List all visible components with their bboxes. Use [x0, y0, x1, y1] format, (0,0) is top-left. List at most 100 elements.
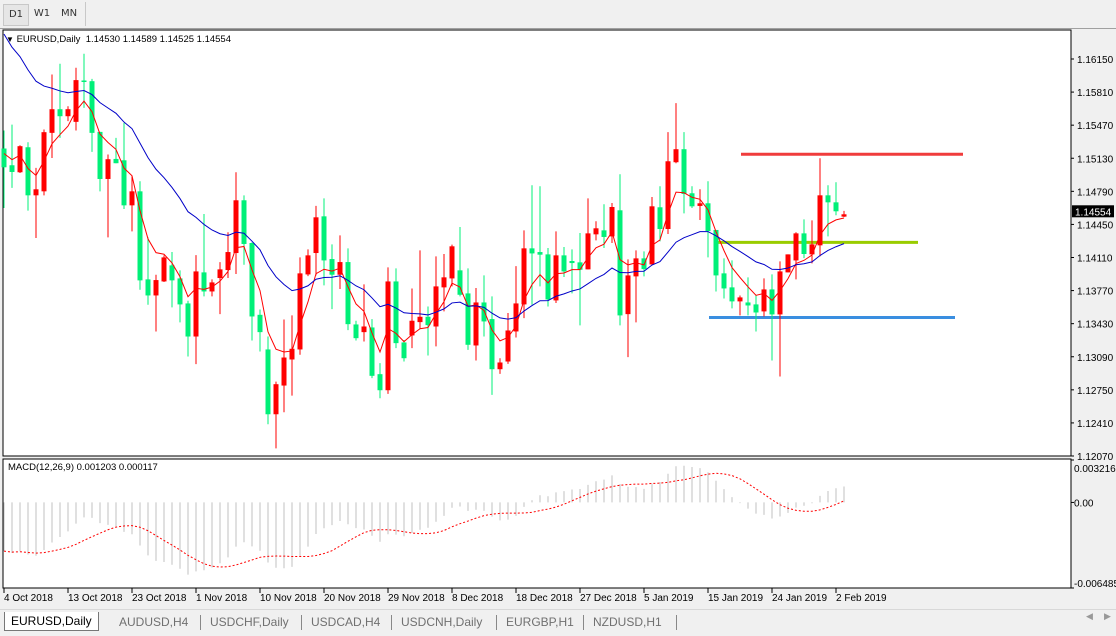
candle-body	[569, 261, 575, 264]
current-price-label: 1.14554	[1075, 207, 1112, 218]
fast-ma-line	[3, 100, 845, 354]
candle	[841, 210, 847, 218]
date-tick-label: 15 Jan 2019	[708, 593, 763, 604]
candle-body	[65, 109, 71, 117]
candle	[825, 185, 831, 237]
candle-body	[521, 248, 527, 305]
candle	[41, 129, 47, 196]
candle-body	[505, 330, 511, 362]
candle	[57, 63, 63, 138]
candle-body	[121, 160, 127, 206]
candle	[625, 259, 631, 358]
candle-body	[497, 362, 503, 370]
candle	[369, 319, 375, 379]
tab-audusd-h4[interactable]: AUDUSD,H4	[119, 615, 189, 629]
candle-body	[601, 230, 607, 237]
candle	[65, 106, 71, 122]
candle-body	[529, 248, 535, 254]
macd-indicator	[3, 465, 845, 575]
tab-usdchf-daily[interactable]: USDCHF,Daily	[210, 615, 289, 629]
candle-body	[593, 228, 599, 235]
timeframe-mn-button[interactable]: MN	[60, 8, 78, 19]
candle-body	[561, 255, 567, 272]
candle	[569, 249, 575, 294]
date-tick-label: 24 Jan 2019	[772, 593, 827, 604]
candle-body	[217, 269, 223, 279]
candle-body	[137, 191, 143, 281]
tab-nzdusd-h1[interactable]: NZDUSD,H1	[593, 615, 662, 629]
candle-body	[377, 374, 383, 391]
candle-body	[473, 302, 479, 346]
price-tick-label: 1.16150	[1077, 55, 1114, 66]
candle-body	[305, 255, 311, 275]
candle	[681, 132, 687, 214]
candle-body	[537, 252, 543, 255]
candle-body	[233, 200, 239, 254]
candle-body	[489, 319, 495, 370]
ohlc-values: 1.14530 1.14589 1.14525 1.14554	[85, 34, 231, 45]
scroll-left-icon[interactable]: ◀	[1086, 612, 1093, 622]
price-tick-label: 1.13090	[1077, 353, 1114, 364]
date-tick-label: 23 Oct 2018	[132, 593, 187, 604]
candle-body	[785, 254, 791, 273]
candle	[281, 319, 287, 413]
candle	[97, 131, 103, 192]
collapse-triangle-icon[interactable]: ▼	[6, 35, 14, 44]
candle	[185, 300, 191, 357]
candle	[537, 186, 543, 287]
candle-body	[241, 200, 247, 244]
candle	[785, 254, 791, 273]
tab-eurgbp-h1[interactable]: EURGBP,H1	[506, 615, 574, 629]
candle-body	[321, 216, 327, 261]
price-chart[interactable]: 1.16150 1.15810 1.15470 1.15130 1.14790 1.144…	[0, 29, 1116, 609]
timeframe-w1-button[interactable]: W1	[33, 8, 51, 19]
candle	[809, 220, 815, 264]
candle-body	[1, 148, 7, 168]
candle-body	[689, 193, 695, 207]
candle-body	[9, 165, 15, 172]
candle	[697, 189, 703, 220]
tab-eurusd-daily[interactable]: EURUSD,Daily	[4, 612, 99, 631]
candle	[305, 249, 311, 277]
timeframe-d1-button[interactable]: D1	[3, 4, 29, 26]
candle-body	[73, 80, 79, 122]
candle-body	[745, 302, 751, 306]
candle	[345, 248, 351, 331]
candle	[649, 196, 655, 266]
candle-body	[281, 357, 287, 386]
candle-body	[153, 280, 159, 296]
candle	[705, 181, 711, 258]
candle	[833, 182, 839, 216]
candle-body	[105, 159, 111, 179]
candle	[561, 246, 567, 278]
candle-body	[625, 275, 631, 315]
candle	[417, 250, 423, 329]
price-tick-label: 1.12070	[1077, 452, 1114, 463]
candle-body	[585, 233, 591, 270]
candle	[377, 363, 383, 399]
candle-body	[201, 272, 207, 292]
date-tick-label: 2 Feb 2019	[836, 593, 887, 604]
price-tick-label: 1.14790	[1077, 187, 1114, 198]
candle	[385, 267, 391, 394]
candle-body	[49, 109, 55, 133]
candle-body	[793, 233, 799, 261]
tab-usdcad-h4[interactable]: USDCAD,H4	[311, 615, 381, 629]
candle-body	[169, 265, 175, 281]
candle-body	[345, 262, 351, 325]
candle	[553, 231, 559, 304]
candle	[193, 255, 199, 365]
candle-body	[369, 327, 375, 376]
candle-body	[545, 254, 551, 300]
candle-body	[657, 207, 663, 229]
candle-body	[289, 348, 295, 360]
candle-body	[401, 342, 407, 359]
candle	[297, 257, 303, 355]
candle-body	[553, 255, 559, 301]
date-axis: 4 Oct 2018 13 Oct 2018 23 Oct 2018 1 Nov 20…	[3, 588, 887, 604]
candle	[737, 295, 743, 316]
scroll-right-icon[interactable]: ▶	[1104, 612, 1111, 622]
tab-usdcnh-daily[interactable]: USDCNH,Daily	[401, 615, 483, 629]
candle-body	[249, 243, 255, 317]
candle-body	[753, 304, 759, 313]
